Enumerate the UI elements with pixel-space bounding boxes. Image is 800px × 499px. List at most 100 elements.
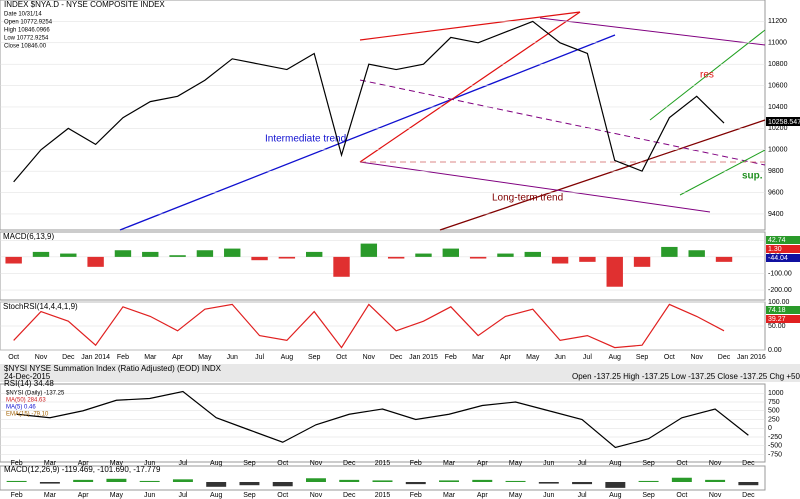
bar [172,479,193,482]
reading-bg [766,236,800,244]
bar [551,256,569,264]
series-line [16,390,749,449]
x-tick-label: Jun [227,354,238,361]
y-tick-label: 10200 [768,125,788,132]
y-tick-label: 11200 [768,18,787,25]
x-tick-label: Jul [578,460,587,467]
x-tick-label: Oct [277,492,288,499]
panel-title: MACD(6,13,9) [3,232,54,241]
legend-entry: MA(50) 284.63 [6,398,46,404]
reading: -44.04 [768,255,788,262]
bar [738,482,759,486]
bar [469,256,487,259]
x-tick-label: Oct [336,354,347,361]
red-channel [359,11,581,163]
x-tick-label: Oct [664,354,675,361]
y-tick-label: 0 [768,425,772,432]
x-tick-label: Jun [144,460,155,467]
x-tick-label: May [509,492,523,499]
x-tick-label: Aug [608,354,621,361]
bar [333,256,350,277]
bar [39,482,60,484]
summation-frame [0,383,766,463]
x-tick-label: Nov [690,354,703,361]
bar [705,479,726,482]
bar [73,479,94,482]
x-tick-label: Apr [477,460,489,467]
purple-channel [359,161,711,213]
intermediate-trend-line [119,34,616,231]
x-tick-label: Feb [410,492,422,499]
x-tick-label: Nov [310,460,323,467]
x-tick-label: Aug [609,492,622,499]
x-tick-label: Aug [210,460,223,467]
rsi: RSI(14) 34.48 [4,379,54,388]
y-tick-label: 1000 [768,390,784,397]
bar [442,248,459,257]
y-tick-label: 100.00 [768,299,790,306]
x-tick-label: Apr [78,460,90,467]
y-tick-label: 10600 [768,82,788,89]
panel-title: $NYSI NYSE Summation Index (Ratio Adjust… [4,364,222,373]
bottom-header [0,364,800,382]
annotation: Long-term trend [492,193,563,204]
last-label-bg [766,117,800,126]
legend-entry: MA(5) 0.46 [6,405,36,411]
long-term-trend-line [439,119,766,231]
bar [306,478,326,482]
y-tick-label: -200.00 [768,287,792,294]
info: Low 10772.9254 [4,36,49,42]
x-tick-label: Sep [243,492,256,499]
bar [272,482,293,487]
bar [633,256,651,267]
x-tick-label: Sep [243,460,256,467]
ohlc: Open -137.25 High -137.25 Low -137.25 Cl… [572,372,800,381]
bar [524,251,541,257]
reading-bg [766,315,800,323]
bar [661,246,678,257]
x-tick-label: Sep [642,460,655,467]
y-tick-label: -250 [768,434,782,441]
panel-title: StochRSI(14,4,4,1,9) [3,302,78,311]
x-tick-label: Nov [709,460,722,467]
legend-entry: $NYSI (Daily) -137.25 [6,391,65,397]
bar [87,256,104,267]
x-tick-label: May [198,354,212,361]
x-tick-label: Sep [642,492,655,499]
info: High 10846.0966 [4,28,50,34]
bar [405,482,426,485]
x-tick-label: Apr [477,492,489,499]
y-tick-label: 10800 [768,61,788,68]
reading-bg [766,306,800,314]
bar [224,248,241,257]
x-tick-label: Mar [144,354,157,361]
x-tick-label: Nov [35,354,48,361]
series-line [13,20,725,183]
x-tick-label: Dec [718,354,731,361]
series-line [13,303,725,349]
bar [606,256,623,287]
reading-bg [766,245,800,253]
y-tick-label: 500 [768,408,780,415]
bar [239,482,260,486]
bar [5,256,22,264]
price-frame [0,0,766,231]
reading: 1.30 [768,246,782,253]
x-tick-label: Aug [609,460,622,467]
x-tick-label: Nov [363,354,376,361]
x-tick-label: May [526,354,540,361]
x-tick-label: Oct [277,460,288,467]
bar [32,251,50,257]
last-label: 10258.547 [768,119,800,126]
x-tick-label: Mar [472,354,485,361]
x-tick-label: Dec [343,460,356,467]
x-tick-label: Aug [210,492,223,499]
x-tick-label: Oct [676,460,687,467]
bar [6,480,27,482]
x-tick-label: May [110,492,124,499]
y-tick-label: 250 [768,416,780,423]
y-tick-label: 50.00 [768,323,786,330]
x-tick-label: Jul [178,460,187,467]
y-tick-label: 750 [768,399,780,406]
